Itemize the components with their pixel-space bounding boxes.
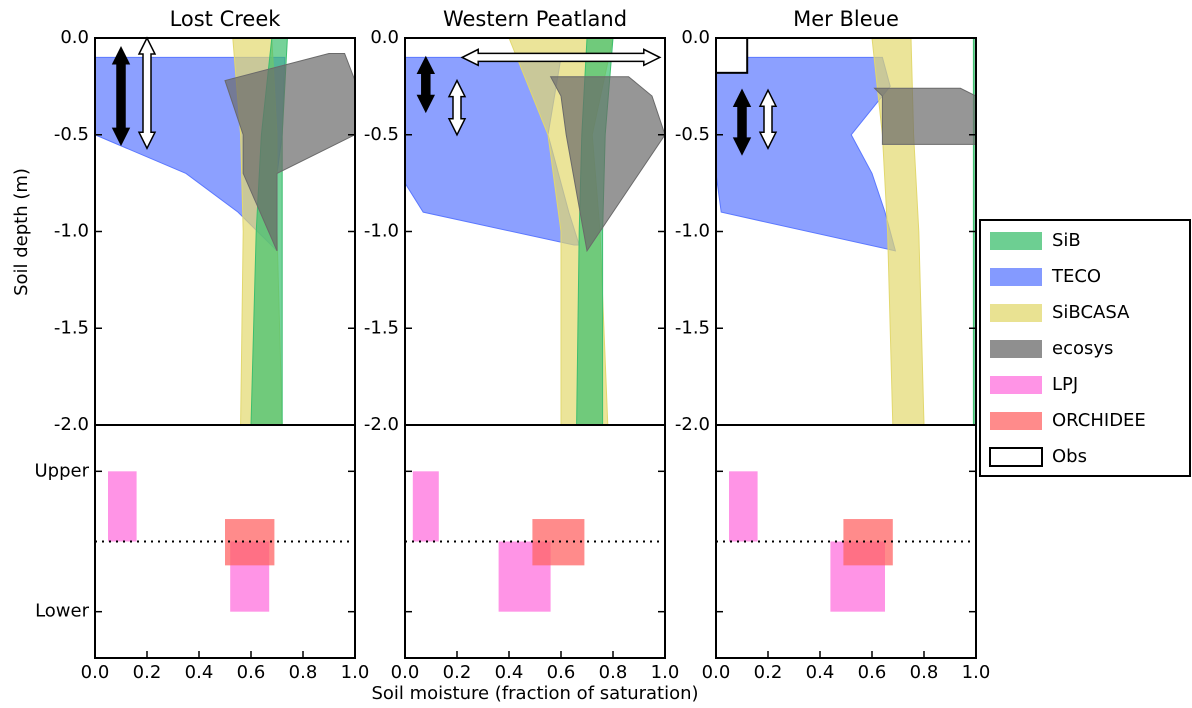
obs-arrow <box>447 78 467 137</box>
legend-swatch <box>990 412 1042 430</box>
x-tick-label: 0.0 <box>81 662 110 683</box>
y-tick-label: -0.5 <box>364 124 399 145</box>
x-tick-label: 0.8 <box>910 662 939 683</box>
obs-arrow <box>732 88 752 156</box>
legend-label: Obs <box>1052 446 1087 467</box>
y-tick-label: -1.5 <box>54 317 89 338</box>
panel-title: Lost Creek <box>170 7 282 31</box>
model-box <box>532 519 585 566</box>
x-tick-label: 0.0 <box>702 662 731 683</box>
x-tick-label: 0.6 <box>237 662 266 683</box>
model-band <box>224 52 356 252</box>
y-tick-label: -0.5 <box>675 124 710 145</box>
legend-swatch <box>990 232 1042 250</box>
x-tick-label: 0.4 <box>185 662 214 683</box>
x-tick-label: 0.0 <box>391 662 420 683</box>
model-band <box>873 87 977 145</box>
legend-swatch <box>990 376 1042 394</box>
model-box <box>412 471 439 542</box>
x-tick-label: 0.4 <box>495 662 524 683</box>
y-axis-label: Soil depth (m) <box>11 168 32 296</box>
obs-arrow <box>111 46 131 147</box>
x-tick-label: 0.6 <box>858 662 887 683</box>
y-tick-label: -1.0 <box>675 221 710 242</box>
y-tick-label: -1.5 <box>364 317 399 338</box>
legend-label: ORCHIDEE <box>1052 410 1146 431</box>
model-band <box>549 76 666 253</box>
legend-label: ecosys <box>1052 338 1113 359</box>
y-tick-label: -2.0 <box>54 414 89 435</box>
model-band <box>715 56 897 252</box>
legend-label: LPJ <box>1052 374 1078 395</box>
y-tick-label: 0.0 <box>60 27 89 48</box>
panel-title: Mer Bleue <box>793 7 899 31</box>
y-tick-label: -1.5 <box>675 317 710 338</box>
legend-swatch <box>990 340 1042 358</box>
y-tick-label: 0.0 <box>370 27 399 48</box>
obs-box <box>715 37 749 74</box>
obs-arrow <box>460 48 662 67</box>
x-axis-label: Soil moisture (fraction of saturation) <box>371 683 698 704</box>
y-tick-label: -1.0 <box>364 221 399 242</box>
x-tick-label: 1.0 <box>962 662 991 683</box>
legend-swatch <box>989 447 1043 467</box>
model-box <box>108 471 137 542</box>
x-tick-label: 0.8 <box>289 662 318 683</box>
legend-swatch <box>990 268 1042 286</box>
obs-arrow <box>758 88 778 150</box>
panel-title: Western Peatland <box>443 7 627 31</box>
x-tick-label: 0.4 <box>806 662 835 683</box>
legend-swatch <box>990 304 1042 322</box>
y-tick-label: 0.0 <box>681 27 710 48</box>
y-tick-label: -2.0 <box>675 414 710 435</box>
model-box <box>729 471 758 542</box>
x-tick-label: 1.0 <box>341 662 370 683</box>
x-tick-label: 0.2 <box>133 662 162 683</box>
x-tick-label: 0.2 <box>443 662 472 683</box>
legend-label: SiB <box>1052 230 1081 251</box>
obs-arrow <box>137 36 157 150</box>
y-tick-label: -0.5 <box>54 124 89 145</box>
legend-label: TECO <box>1051 266 1101 287</box>
legend-label: SiBCASA <box>1052 302 1130 323</box>
y-tick-label: -1.0 <box>54 221 89 242</box>
y-tick-label: Lower <box>35 601 90 622</box>
x-tick-label: 1.0 <box>651 662 680 683</box>
obs-arrow <box>416 55 436 114</box>
plot-frame <box>404 424 666 659</box>
plot-frame <box>94 424 356 659</box>
x-tick-label: 0.6 <box>547 662 576 683</box>
y-tick-label: -2.0 <box>364 414 399 435</box>
x-tick-label: 0.8 <box>599 662 628 683</box>
y-tick-label: Upper <box>34 460 89 481</box>
x-tick-label: 0.2 <box>754 662 783 683</box>
plot-frame <box>715 424 977 659</box>
